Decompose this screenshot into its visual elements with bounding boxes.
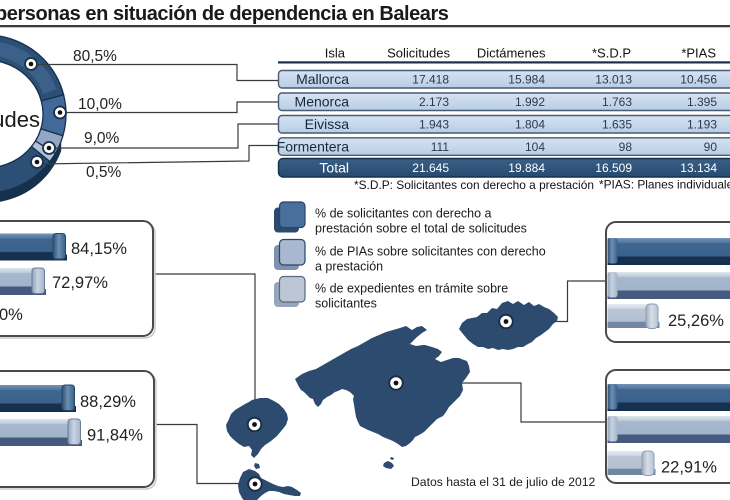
svg-text:1.804: 1.804 xyxy=(515,118,545,132)
svg-text:16.509: 16.509 xyxy=(595,161,632,175)
svg-text:15.984: 15.984 xyxy=(508,73,545,87)
svg-text:1.943: 1.943 xyxy=(419,118,449,132)
svg-text:2.173: 2.173 xyxy=(419,95,449,109)
svg-text:1.193: 1.193 xyxy=(687,118,717,132)
svg-text:a prestación: a prestación xyxy=(315,260,383,274)
svg-text:10,0%: 10,0% xyxy=(78,96,122,113)
svg-text:90: 90 xyxy=(704,140,718,154)
svg-text:10.456: 10.456 xyxy=(680,73,717,87)
svg-text:*PIAS: *PIAS xyxy=(681,46,716,61)
svg-text:17.418: 17.418 xyxy=(412,73,449,87)
svg-text:1.992: 1.992 xyxy=(515,95,545,109)
svg-text:22,91%: 22,91% xyxy=(661,459,717,477)
svg-text:25,26%: 25,26% xyxy=(668,312,724,330)
svg-text:*PIAS: Planes individuales de: *PIAS: Planes individuales de atención xyxy=(599,178,730,192)
svg-text:Solicitudes: Solicitudes xyxy=(387,46,450,61)
svg-text:Datos hasta el 31 de julio de: Datos hasta el 31 de julio de 2012 xyxy=(411,475,596,489)
svg-text:91,84%: 91,84% xyxy=(87,427,143,445)
svg-text:Mallorca: Mallorca xyxy=(296,71,349,87)
svg-text:Dictámenes: Dictámenes xyxy=(477,46,546,61)
svg-text:21.645: 21.645 xyxy=(412,161,449,175)
svg-text:personas en situación de depen: personas en situación de dependencia en … xyxy=(0,3,449,25)
svg-text:*S.D.P: *S.D.P xyxy=(592,46,631,61)
svg-text:1.395: 1.395 xyxy=(687,95,717,109)
svg-text:9,0%: 9,0% xyxy=(84,130,120,147)
svg-text:72,97%: 72,97% xyxy=(52,274,108,292)
svg-text:Total: Total xyxy=(319,160,349,176)
svg-text:84,15%: 84,15% xyxy=(71,240,127,258)
svg-text:Formentera: Formentera xyxy=(277,138,350,154)
svg-text:0%: 0% xyxy=(0,306,23,324)
svg-text:13.134: 13.134 xyxy=(680,161,717,175)
svg-text:Solicitudes: Solicitudes xyxy=(0,107,40,132)
svg-text:Menorca: Menorca xyxy=(295,94,350,110)
svg-text:13.013: 13.013 xyxy=(595,73,632,87)
svg-text:% de PIAs sobre solicitantes c: % de PIAs sobre solicitantes con derecho xyxy=(315,245,546,259)
svg-text:111: 111 xyxy=(431,140,450,154)
svg-text:% de solicitantes con derecho: % de solicitantes con derecho a xyxy=(315,207,492,221)
svg-text:Eivissa: Eivissa xyxy=(305,116,350,132)
svg-text:prestación sobre el total de s: prestación sobre el total de solicitudes xyxy=(315,222,527,236)
svg-text:104: 104 xyxy=(525,140,545,154)
svg-text:98: 98 xyxy=(619,140,633,154)
svg-text:19.884: 19.884 xyxy=(508,161,545,175)
svg-text:*S.D.P: Solicitantes con derec: *S.D.P: Solicitantes con derecho a prest… xyxy=(354,178,594,192)
svg-text:Isla: Isla xyxy=(325,46,346,61)
svg-text:1.763: 1.763 xyxy=(602,95,632,109)
svg-text:solicitantes: solicitantes xyxy=(315,297,377,311)
svg-text:80,5%: 80,5% xyxy=(73,48,117,65)
svg-text:% de expedientes en trámite so: % de expedientes en trámite sobre xyxy=(315,282,508,296)
svg-text:88,29%: 88,29% xyxy=(80,393,136,411)
svg-text:0,5%: 0,5% xyxy=(86,164,122,181)
svg-text:1.635: 1.635 xyxy=(602,118,632,132)
